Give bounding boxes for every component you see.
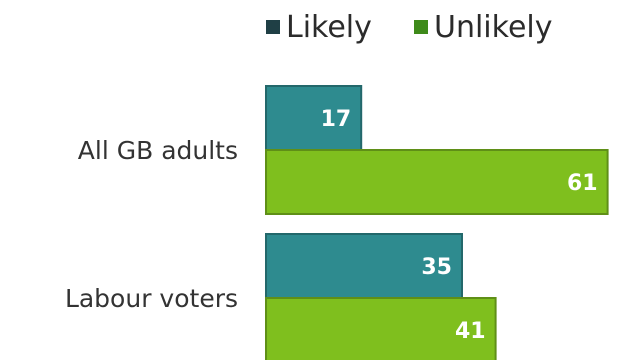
bar-unlikely-all-gb-adults	[265, 149, 609, 215]
legend-label-unlikely: Unlikely	[434, 10, 553, 45]
chart-legend: Likely Unlikely	[266, 10, 553, 45]
value-label-unlikely-all-gb-adults: 61	[567, 171, 598, 196]
bars	[265, 85, 609, 360]
category-label-all-gb-adults: All GB adults	[78, 136, 238, 165]
value-label-unlikely-labour-voters: 41	[455, 319, 486, 344]
value-labels: 17 61 35 41	[321, 107, 598, 344]
bar-likely-all-gb-adults	[265, 85, 363, 151]
bar-likely-labour-voters	[265, 233, 463, 299]
value-label-likely-labour-voters: 35	[421, 255, 452, 280]
category-label-labour-voters: Labour voters	[65, 284, 238, 313]
legend-label-likely: Likely	[286, 10, 372, 45]
value-label-likely-all-gb-adults: 17	[321, 107, 352, 132]
bar-unlikely-labour-voters	[265, 297, 497, 360]
legend-swatch-likely	[266, 20, 280, 34]
category-labels: All GB adults Labour voters	[65, 136, 238, 313]
legend-swatch-unlikely	[414, 20, 428, 34]
